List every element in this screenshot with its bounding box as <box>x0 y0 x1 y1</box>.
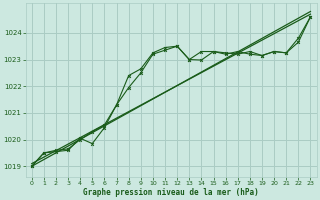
X-axis label: Graphe pression niveau de la mer (hPa): Graphe pression niveau de la mer (hPa) <box>83 188 259 197</box>
